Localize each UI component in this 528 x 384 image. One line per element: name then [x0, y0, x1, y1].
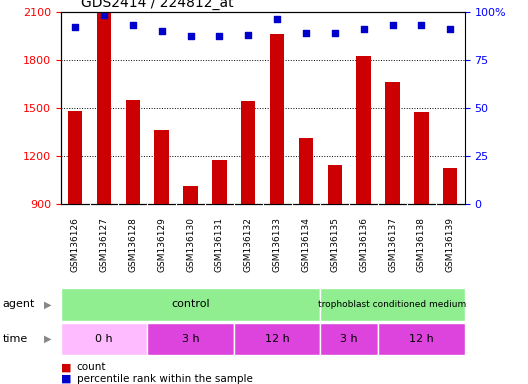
Bar [414, 112, 429, 204]
Bar [183, 186, 198, 204]
Text: GSM136128: GSM136128 [128, 217, 137, 272]
Point [244, 31, 252, 38]
Bar [320, 288, 465, 321]
Bar [320, 323, 378, 355]
Point [331, 30, 339, 36]
Point [215, 33, 224, 40]
Text: GDS2414 / 224812_at: GDS2414 / 224812_at [81, 0, 233, 10]
Bar [378, 323, 465, 355]
Text: 12 h: 12 h [409, 334, 433, 344]
Text: ■: ■ [61, 374, 71, 384]
Point [129, 22, 137, 28]
Text: count: count [77, 362, 106, 372]
Bar [299, 138, 313, 204]
Bar [68, 111, 82, 204]
Text: agent: agent [3, 299, 35, 310]
Point [360, 26, 368, 32]
Bar [443, 168, 457, 204]
Text: ■: ■ [61, 362, 71, 372]
Bar [234, 323, 320, 355]
Text: GSM136137: GSM136137 [388, 217, 397, 272]
Text: GSM136126: GSM136126 [71, 217, 80, 272]
Bar [212, 159, 227, 204]
Text: GSM136131: GSM136131 [215, 217, 224, 272]
Bar [356, 56, 371, 204]
Point [157, 28, 166, 34]
Text: GSM136139: GSM136139 [446, 217, 455, 272]
Text: GSM136135: GSM136135 [331, 217, 340, 272]
Text: GSM136132: GSM136132 [244, 217, 253, 272]
Text: ▶: ▶ [44, 299, 51, 310]
Text: GSM136133: GSM136133 [272, 217, 281, 272]
Text: GSM136138: GSM136138 [417, 217, 426, 272]
Text: 3 h: 3 h [182, 334, 200, 344]
Bar [327, 165, 342, 204]
Text: GSM136134: GSM136134 [301, 217, 310, 272]
Bar [61, 323, 147, 355]
Bar [97, 13, 111, 204]
Bar [385, 82, 400, 204]
Bar [126, 99, 140, 204]
Text: GSM136127: GSM136127 [99, 217, 108, 272]
Text: time: time [3, 334, 28, 344]
Bar [147, 323, 234, 355]
Text: GSM136129: GSM136129 [157, 217, 166, 272]
Text: control: control [171, 299, 210, 310]
Text: trophoblast conditioned medium: trophoblast conditioned medium [318, 300, 467, 309]
Point [71, 24, 79, 30]
Text: 3 h: 3 h [341, 334, 358, 344]
Point [388, 22, 397, 28]
Text: percentile rank within the sample: percentile rank within the sample [77, 374, 252, 384]
Bar [241, 101, 256, 204]
Text: 12 h: 12 h [265, 334, 289, 344]
Bar [270, 34, 284, 204]
Text: GSM136136: GSM136136 [359, 217, 368, 272]
Point [100, 12, 108, 18]
Point [273, 16, 281, 22]
Bar [155, 130, 169, 204]
Point [417, 22, 426, 28]
Point [446, 26, 455, 32]
Bar [61, 288, 320, 321]
Text: ▶: ▶ [44, 334, 51, 344]
Point [301, 30, 310, 36]
Text: 0 h: 0 h [95, 334, 113, 344]
Text: GSM136130: GSM136130 [186, 217, 195, 272]
Point [186, 33, 195, 40]
